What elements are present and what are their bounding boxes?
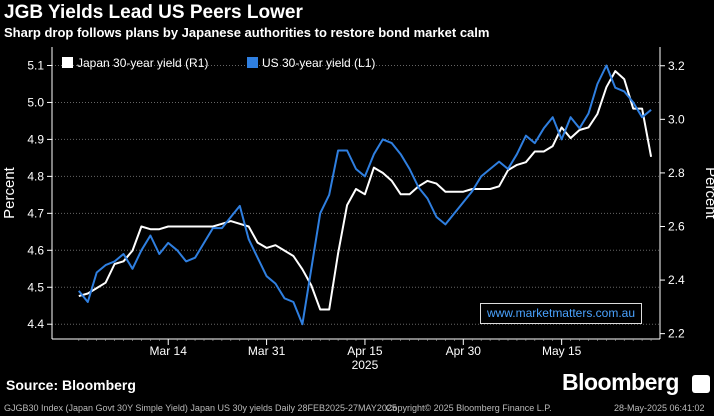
footer-meta-left: GJGB30 Index (Japan Govt 30Y Simple Yiel…	[4, 403, 397, 413]
right-tick-label: 2.8	[668, 166, 685, 180]
japan-30y-line	[78, 70, 653, 311]
legend-swatch-japan	[62, 57, 73, 68]
left-tick-label: 5.1	[27, 58, 44, 72]
legend-label-us: US 30-year yield (L1)	[262, 56, 375, 70]
x-tick-label: May 15	[542, 344, 582, 358]
x-tick-label: Apr 15	[347, 344, 383, 358]
right-tick-label: 2.2	[668, 327, 685, 341]
right-axis-title: Percent	[702, 167, 714, 220]
footer-copyright: Copyright© 2025 Bloomberg Finance L.P.	[386, 403, 552, 413]
x-tick-label: Mar 31	[248, 344, 286, 358]
left-tick-label: 4.5	[27, 280, 44, 294]
x-year-label: 2025	[352, 358, 379, 372]
left-tick-label: 4.6	[27, 243, 44, 257]
app-icon	[692, 375, 710, 393]
left-tick-label: 4.9	[27, 132, 44, 146]
footer-meta: GJGB30 Index (Japan Govt 30Y Simple Yiel…	[4, 403, 705, 413]
footer-timestamp: 28-May-2025 06:41:02	[614, 403, 705, 413]
right-tick-label: 2.6	[668, 219, 685, 233]
legend-swatch-us	[247, 57, 258, 68]
watermark-url: www.marketmatters.com.au	[480, 303, 642, 324]
bloomberg-logo: Bloomberg	[562, 369, 679, 395]
x-tick-label: Apr 30	[446, 344, 482, 358]
right-tick-label: 3.2	[668, 59, 685, 73]
legend-label-japan: Japan 30-year yield (R1)	[77, 56, 208, 70]
us-30y-line	[78, 64, 652, 326]
right-tick-label: 2.4	[668, 273, 685, 287]
x-tick-label: Mar 14	[150, 344, 188, 358]
left-tick-label: 4.8	[27, 169, 44, 183]
left-tick-label: 4.7	[27, 206, 44, 220]
left-axis-title: Percent	[1, 166, 18, 219]
left-tick-label: 5.0	[27, 95, 44, 109]
source-label: Source: Bloomberg	[6, 377, 136, 393]
chart-title: JGB Yields Lead US Peers Lower	[4, 2, 303, 23]
chart-subtitle: Sharp drop follows plans by Japanese aut…	[4, 25, 490, 40]
right-tick-label: 3.0	[668, 112, 685, 126]
left-tick-label: 4.4	[27, 317, 44, 331]
